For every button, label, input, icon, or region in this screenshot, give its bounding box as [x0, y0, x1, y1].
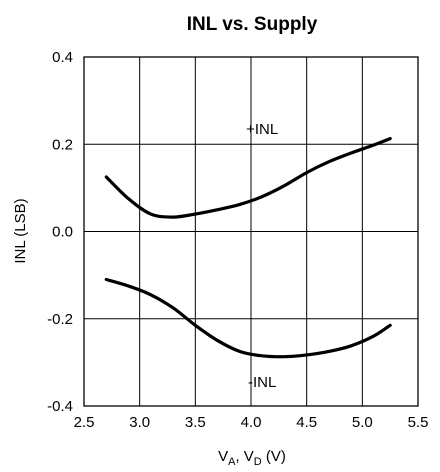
- x-tick-label: 4.0: [241, 414, 262, 431]
- y-tick-label: -0.2: [47, 311, 73, 328]
- series-line-minus-inl: [104, 277, 392, 359]
- tick-labels: 2.5 3.0 3.5 4.0 4.5 5.0 5.5 0.4 0.2 0.0 -0.2 -0.4: [47, 49, 428, 431]
- x-tick-label: 5.0: [352, 414, 373, 431]
- annotations: +INL -INL: [246, 121, 278, 391]
- x-tick-label: 3.0: [129, 414, 150, 431]
- y-tick-label: 0.0: [52, 224, 73, 241]
- x-axis-label-sub-d: D: [254, 456, 262, 468]
- series-lines: [104, 136, 392, 359]
- x-axis-label-v2: V: [244, 448, 254, 465]
- x-axis-label-unit: (V): [262, 448, 286, 465]
- annotation-plus-inl: +INL: [246, 121, 278, 138]
- plot-frame: [83, 56, 419, 407]
- x-axis-label-v: V: [218, 448, 228, 465]
- x-tick-label: 3.5: [185, 414, 206, 431]
- y-tick-label: 0.2: [52, 136, 73, 153]
- grid: [84, 57, 418, 406]
- y-tick-label: -0.4: [47, 398, 73, 415]
- series-line-plus-inl: [104, 136, 392, 219]
- y-axis-label: INL (LSB): [12, 198, 29, 263]
- y-tick-label: 0.4: [52, 49, 73, 66]
- x-tick-label: 2.5: [74, 414, 95, 431]
- x-tick-label: 4.5: [296, 414, 317, 431]
- chart-title: INL vs. Supply: [187, 14, 318, 35]
- x-axis-label-sep: ,: [235, 448, 243, 465]
- annotation-minus-inl: -INL: [248, 374, 276, 391]
- x-axis-label: VA, VD (V): [218, 448, 286, 468]
- x-axis-label-sub-a: A: [228, 456, 236, 468]
- x-tick-label: 5.5: [408, 414, 429, 431]
